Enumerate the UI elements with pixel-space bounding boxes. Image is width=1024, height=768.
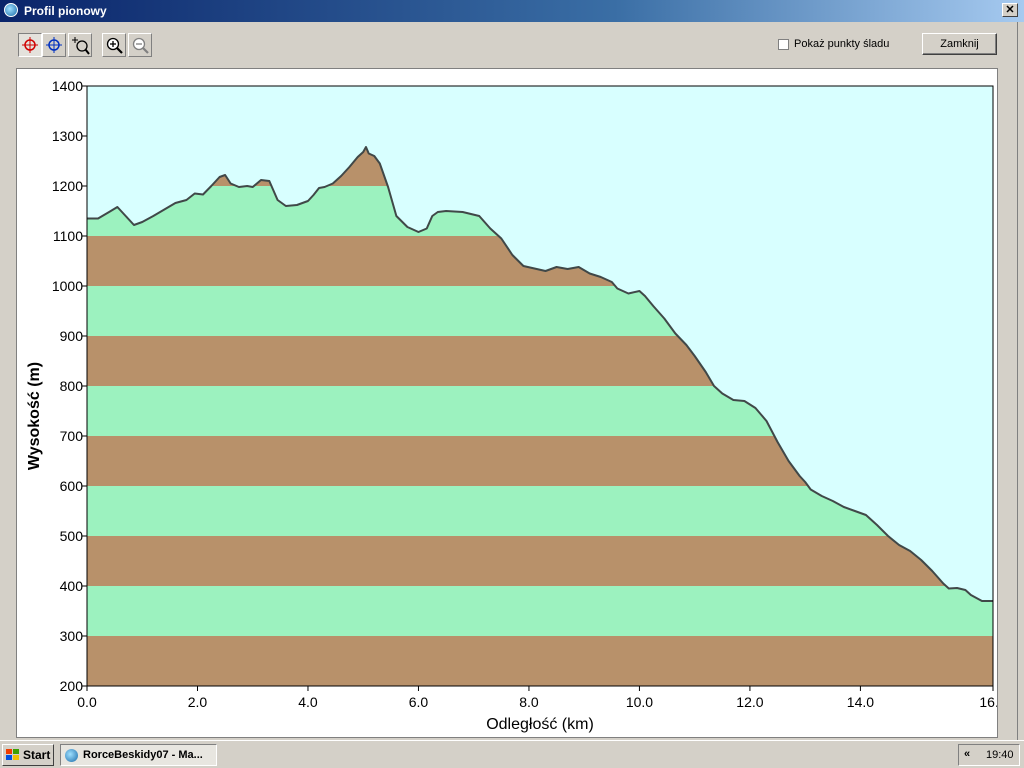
y-tick-label: 400: [60, 578, 84, 594]
start-label: Start: [23, 748, 51, 762]
clock: 19:40: [986, 749, 1014, 761]
y-tick-label: 1400: [52, 78, 83, 94]
app-globe-icon: [4, 3, 18, 17]
x-tick-label: 16.4: [979, 694, 997, 710]
x-axis-title: Odległość (km): [486, 716, 594, 733]
y-tick-label: 600: [60, 478, 84, 494]
system-tray: « 19:40: [958, 744, 1020, 766]
zoom-region-button[interactable]: [68, 33, 92, 57]
profile-line: [87, 146, 993, 602]
y-tick-label: 1300: [52, 128, 83, 144]
zoom-region-icon: [72, 37, 90, 55]
x-tick-label: 0.0: [77, 694, 97, 710]
zoom-out-button[interactable]: [128, 33, 152, 57]
windows-logo-icon: [6, 749, 19, 760]
y-tick-label: 1200: [52, 178, 83, 194]
elevation-chart-svg: 200 300 400 500 600 700 800 900 1000 1100 1200 1300…: [26, 78, 997, 733]
y-tick-label: 200: [60, 678, 84, 694]
taskbar: Start RorceBeskidy07 - Ma... « 19:40: [0, 740, 1024, 768]
x-tick-label: 4.0: [298, 694, 318, 710]
y-tick-label: 700: [60, 428, 84, 444]
crosshair-blue-icon: [46, 37, 62, 53]
window-close-button[interactable]: ✕: [1002, 3, 1018, 17]
window-title: Profil pionowy: [24, 4, 107, 18]
close-button[interactable]: Zamknij: [922, 33, 997, 55]
window-right-edge: [1017, 22, 1024, 740]
x-tick-label: 6.0: [409, 694, 429, 710]
crosshair-blue-button[interactable]: [42, 33, 66, 57]
elevation-band: [87, 586, 993, 636]
y-axis-title: Wysokość (m): [26, 362, 43, 470]
y-tick-label: 1000: [52, 278, 83, 294]
zoom-in-button[interactable]: [102, 33, 126, 57]
show-track-points-checkbox[interactable]: [778, 39, 789, 50]
elevation-band: [87, 636, 993, 686]
y-tick-label: 900: [60, 328, 84, 344]
x-tick-label: 10.0: [626, 694, 653, 710]
window-titlebar: Profil pionowy ✕: [0, 0, 1024, 22]
x-tick-label: 8.0: [519, 694, 539, 710]
taskbar-app-button[interactable]: RorceBeskidy07 - Ma...: [60, 744, 217, 766]
crosshair-red-button[interactable]: [18, 33, 42, 57]
y-tick-label: 300: [60, 628, 84, 644]
y-tick-label: 1100: [53, 228, 83, 244]
y-tick-label: 500: [60, 528, 84, 544]
zoom-out-icon: [132, 37, 149, 54]
app-globe-icon: [65, 749, 78, 762]
crosshair-red-icon: [22, 37, 38, 53]
show-track-points-label: Pokaż punkty śladu: [794, 38, 890, 50]
x-tick-label: 12.0: [736, 694, 763, 710]
y-tick-label: 800: [60, 378, 84, 394]
zoom-in-icon: [106, 37, 123, 54]
start-button[interactable]: Start: [2, 744, 54, 766]
elevation-chart: 200 300 400 500 600 700 800 900 1000 1100 1200 1300…: [16, 68, 998, 738]
x-tick-label: 2.0: [188, 694, 208, 710]
window-left-edge: [0, 22, 3, 740]
x-tick-label: 14.0: [847, 694, 874, 710]
tray-expand-button[interactable]: «: [964, 748, 971, 760]
taskbar-app-label: RorceBeskidy07 - Ma...: [83, 749, 203, 761]
elevation-band: [87, 536, 993, 586]
